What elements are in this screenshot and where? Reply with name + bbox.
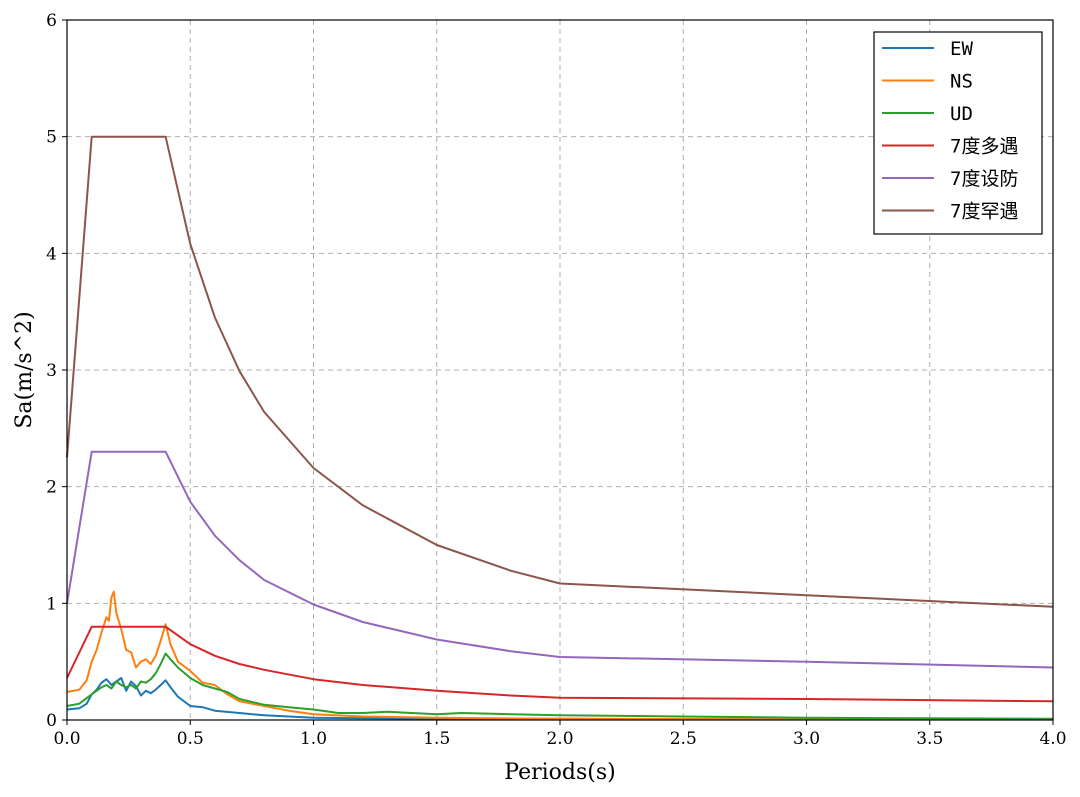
legend-label: EW xyxy=(950,38,973,60)
legend: EW NS UD 7度多遇 7度设防 7度罕遇 xyxy=(873,31,1043,235)
series-line-6 xyxy=(66,135,1054,608)
series-line-3 xyxy=(66,652,1054,720)
x-tick-label: 1.5 xyxy=(423,729,450,749)
x-tick-label: 4.0 xyxy=(1039,729,1066,749)
y-tick-label: 1 xyxy=(46,594,57,614)
x-tick-label: 2.0 xyxy=(546,729,573,749)
x-tick-label: 0.0 xyxy=(53,729,80,749)
legend-label: 7度设防 xyxy=(950,168,1018,190)
y-tick-label: 4 xyxy=(46,244,57,264)
y-tick-label: 2 xyxy=(46,478,57,498)
series-line-5 xyxy=(66,450,1054,669)
legend-label: 7度多遇 xyxy=(950,136,1018,158)
y-tick-label: 5 xyxy=(46,128,57,148)
x-tick-label: 1.0 xyxy=(300,729,327,749)
series-line-2 xyxy=(66,590,1053,721)
y-tick-label: 6 xyxy=(46,11,57,31)
legend-label: NS xyxy=(950,71,973,93)
legend-label: 7度罕遇 xyxy=(950,201,1018,223)
x-tick-label: 3.5 xyxy=(916,729,943,749)
series-line-4 xyxy=(66,625,1054,703)
y-axis-title: Sa(m/s^2) xyxy=(12,311,37,428)
x-tick-label: 3.0 xyxy=(793,729,820,749)
x-axis: 0.0 0.5 1.0 1.5 2.0 2.5 3.0 3.5 4.0 xyxy=(53,720,1067,749)
x-tick-label: 0.5 xyxy=(177,729,204,749)
x-tick-label: 2.5 xyxy=(670,729,697,749)
y-axis: 0 1 2 3 4 5 6 xyxy=(46,11,67,731)
series-line-1 xyxy=(66,677,1053,721)
x-axis-title: Periods(s) xyxy=(504,760,615,785)
y-tick-label: 3 xyxy=(46,361,57,381)
legend-label: UD xyxy=(950,103,973,125)
y-tick-label: 0 xyxy=(46,711,57,731)
legend-frame xyxy=(873,31,1043,235)
series-layer xyxy=(66,135,1054,721)
